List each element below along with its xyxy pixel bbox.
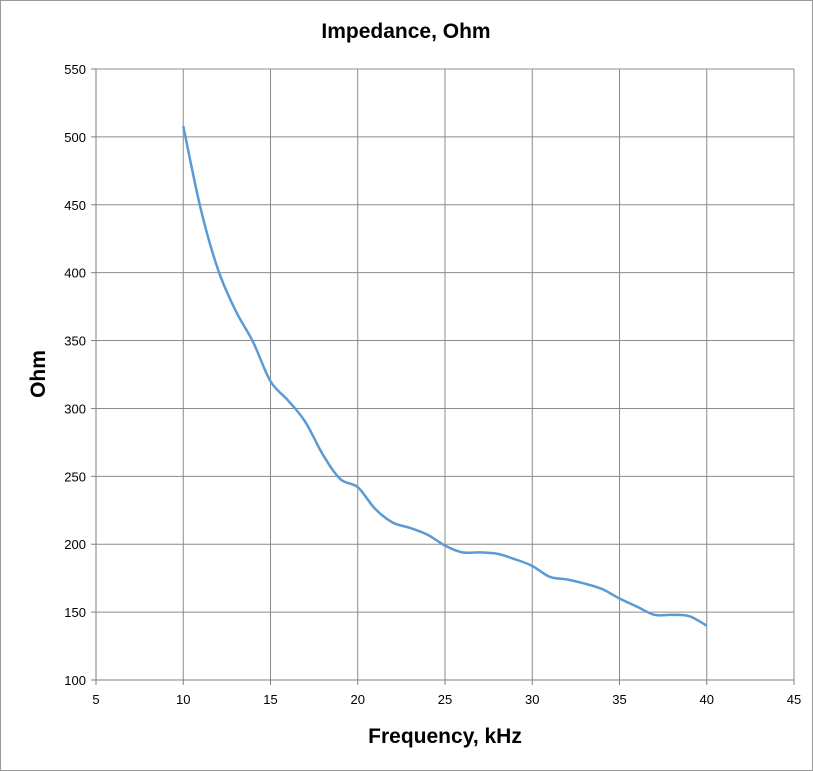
y-tick-label: 500 bbox=[64, 130, 86, 145]
x-tick-label: 20 bbox=[351, 692, 365, 707]
y-tick-label: 450 bbox=[64, 198, 86, 213]
y-tick-label: 150 bbox=[64, 605, 86, 620]
y-tick-label: 100 bbox=[64, 673, 86, 688]
x-axis-title: Frequency, kHz bbox=[368, 725, 522, 748]
y-tick-label: 550 bbox=[64, 62, 86, 77]
x-tick-label: 10 bbox=[176, 692, 190, 707]
grid-lines bbox=[95, 68, 795, 681]
y-tick-label: 250 bbox=[64, 469, 86, 484]
x-tick-label: 35 bbox=[612, 692, 626, 707]
x-tick-label: 15 bbox=[263, 692, 277, 707]
x-tick-label: 40 bbox=[700, 692, 714, 707]
y-tick-label: 200 bbox=[64, 537, 86, 552]
x-tick-label: 45 bbox=[787, 692, 801, 707]
y-tick-label: 350 bbox=[64, 334, 86, 349]
series-line bbox=[182, 125, 708, 627]
y-tick-label: 300 bbox=[64, 401, 86, 416]
tick-labels: 5 10 15 20 25 30 35 40 45 100 150 200 250 300 350 400 45… bbox=[64, 62, 801, 707]
y-tick-label: 400 bbox=[64, 266, 86, 281]
axes bbox=[91, 68, 795, 685]
chart-title: Impedance, Ohm bbox=[321, 20, 490, 43]
series-layer bbox=[182, 125, 708, 627]
x-tick-label: 5 bbox=[92, 692, 99, 707]
x-tick-label: 30 bbox=[525, 692, 539, 707]
y-axis-title: Ohm bbox=[27, 350, 50, 398]
x-tick-label: 25 bbox=[438, 692, 452, 707]
